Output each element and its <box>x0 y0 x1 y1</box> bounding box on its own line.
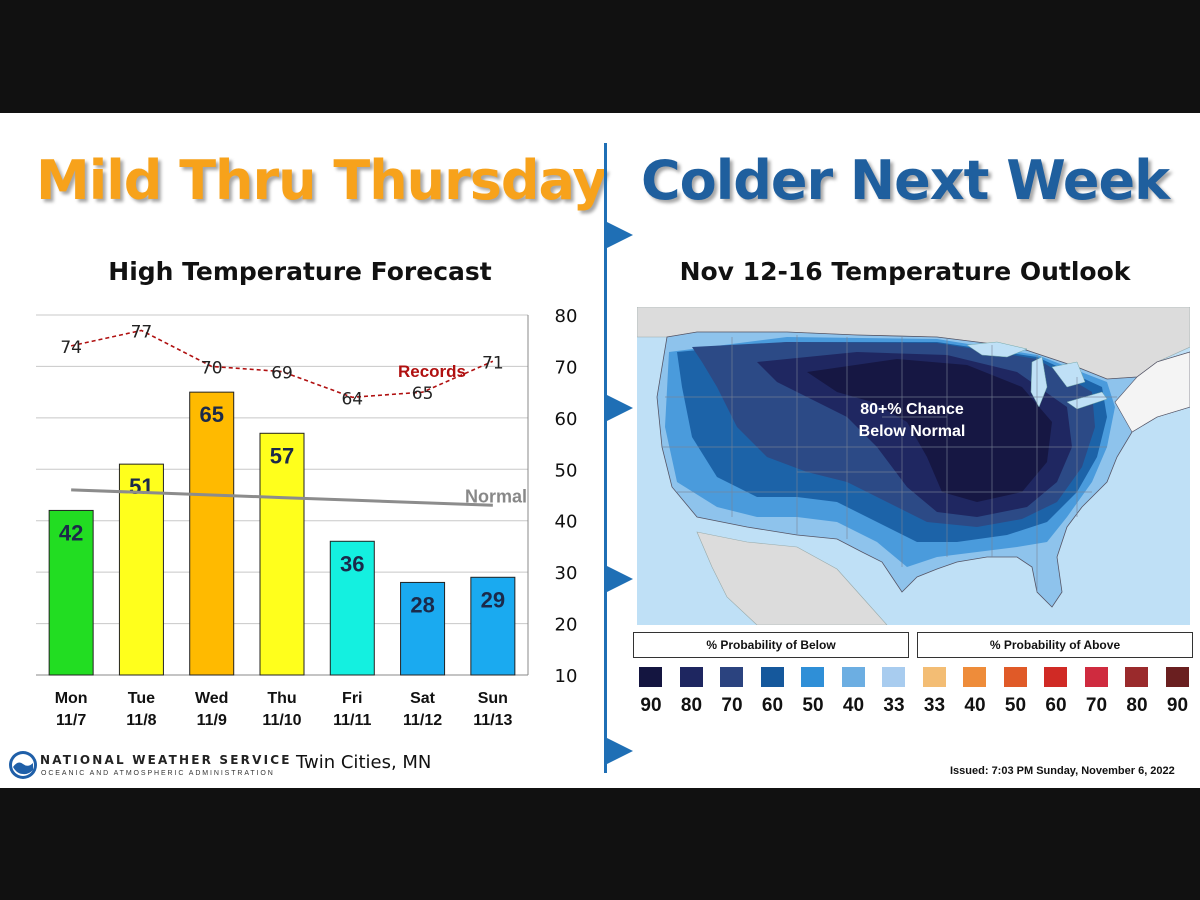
y-tick-label: 30 <box>555 563 578 584</box>
legend-value-label: 40 <box>964 695 986 716</box>
left-headline: Mild Thru Thursday <box>36 149 608 212</box>
y-tick-label: 70 <box>555 357 578 378</box>
x-date-label: 11/12 <box>403 712 442 729</box>
x-date-label: 11/10 <box>262 712 301 729</box>
issued-timestamp: Issued: 7:03 PM Sunday, November 6, 2022 <box>950 765 1175 777</box>
x-date-label: 11/8 <box>126 712 156 729</box>
y-tick-label: 80 <box>555 306 578 327</box>
map-annotation-line-2: Below Normal <box>859 423 966 440</box>
legend-swatch <box>963 667 986 687</box>
legend-swatch <box>1125 667 1148 687</box>
legend-value-label: 70 <box>721 695 743 716</box>
y-tick-label: 10 <box>555 666 578 687</box>
legend-swatch <box>1165 667 1189 687</box>
legend-value-label: 40 <box>842 695 865 716</box>
legend-value-label: 90 <box>640 695 662 716</box>
x-date-label: 11/9 <box>197 712 227 729</box>
weather-briefing-graphic: Mild Thru Thursday Colder Next Week High… <box>0 113 1200 788</box>
record-value-label: 74 <box>60 338 82 358</box>
records-line <box>70 329 494 399</box>
record-value-label: 69 <box>271 364 293 384</box>
y-tick-label: 40 <box>555 512 578 533</box>
x-day-label: Fri <box>342 690 362 707</box>
temperature-bar <box>470 576 516 676</box>
legend-value-label: 50 <box>1004 695 1027 716</box>
record-value-label: 64 <box>341 389 363 409</box>
record-value-label: 77 <box>131 322 153 342</box>
divider-arrow-icon <box>607 566 633 592</box>
legend-value-label: 70 <box>1085 695 1108 716</box>
y-tick-label: 20 <box>555 615 578 636</box>
divider-arrow-icon <box>607 222 633 248</box>
legend-swatch <box>760 667 784 687</box>
noaa-logo-icon <box>9 751 37 779</box>
x-day-label: Thu <box>267 690 296 707</box>
agency-name: NATIONAL WEATHER SERVICE <box>40 753 292 767</box>
legend-swatch <box>801 667 824 687</box>
x-day-label: Tue <box>128 690 155 707</box>
divider-arrow-icon <box>607 395 633 421</box>
temperature-bar-chart: 10 20 30 40 50 60 70 80 42 51 65 57 36 28 29 Normal 74 77… <box>36 306 578 729</box>
record-value-label: 70 <box>201 358 223 378</box>
legend-value-label: 60 <box>761 695 784 716</box>
temperature-bar <box>400 581 446 676</box>
temperature-bar <box>48 509 94 676</box>
record-value-label: 65 <box>412 384 434 404</box>
x-day-label: Sat <box>410 690 436 707</box>
temperature-bar <box>259 432 305 676</box>
normal-line <box>71 488 493 507</box>
bar-value-label: 42 <box>59 520 83 545</box>
temperature-outlook-map: 80+% Chance Below Normal <box>637 307 1190 625</box>
legend-value-label: 33 <box>923 695 946 716</box>
temperature-bar <box>118 463 164 676</box>
record-value-label: 71 <box>482 353 504 373</box>
legend-swatch <box>639 667 662 687</box>
y-tick-label: 50 <box>555 460 578 481</box>
legend-value-label: 80 <box>1126 695 1148 716</box>
right-headline: Colder Next Week <box>640 149 1170 212</box>
chart-title: High Temperature Forecast <box>108 257 492 286</box>
legend-below-header: % Probability of Below <box>633 632 909 658</box>
legend-value-label: 50 <box>802 695 824 716</box>
legend-value-label: 80 <box>680 695 703 716</box>
temperature-bar <box>189 391 235 676</box>
agency-subtitle: OCEANIC AND ATMOSPHERIC ADMINISTRATION <box>41 770 275 777</box>
legend-value-label: 33 <box>883 695 905 716</box>
x-day-label: Mon <box>55 690 88 707</box>
map-annotation-line-1: 80+% Chance <box>860 401 964 418</box>
legend-swatch <box>922 667 946 687</box>
legend-swatch <box>1044 667 1067 687</box>
legend-swatch <box>841 667 865 687</box>
x-date-label: 11/13 <box>473 712 512 729</box>
bar-value-label: 36 <box>340 551 364 576</box>
legend-value-label: 90 <box>1166 695 1189 716</box>
bar-value-label: 28 <box>410 592 434 617</box>
legend-swatch <box>679 667 703 687</box>
x-day-label: Sun <box>478 690 508 707</box>
legend-swatch <box>720 667 743 687</box>
divider-arrow-icon <box>607 738 633 764</box>
normal-label: Normal <box>465 486 527 506</box>
legend-above-header: % Probability of Above <box>917 632 1193 658</box>
bar-value-label: 65 <box>199 402 223 427</box>
x-date-label: 11/7 <box>56 712 86 729</box>
panel-divider <box>604 143 607 773</box>
y-tick-label: 60 <box>555 409 578 430</box>
legend-swatch <box>1084 667 1108 687</box>
bar-value-label: 57 <box>270 443 294 468</box>
bar-value-label: 29 <box>481 587 505 612</box>
legend-swatch <box>882 667 905 687</box>
location-label: Twin Cities, MN <box>296 752 432 773</box>
outlook-legend: % Probability of Below % Probability of … <box>633 632 1193 722</box>
legend-value-label: 60 <box>1045 695 1067 716</box>
temperature-bar <box>329 540 375 676</box>
x-day-label: Wed <box>195 690 228 707</box>
legend-swatch <box>1003 667 1027 687</box>
x-date-label: 11/11 <box>333 712 371 729</box>
bar-value-label: 51 <box>129 474 153 499</box>
records-label: Records <box>398 362 466 381</box>
outlook-title: Nov 12-16 Temperature Outlook <box>679 257 1131 286</box>
